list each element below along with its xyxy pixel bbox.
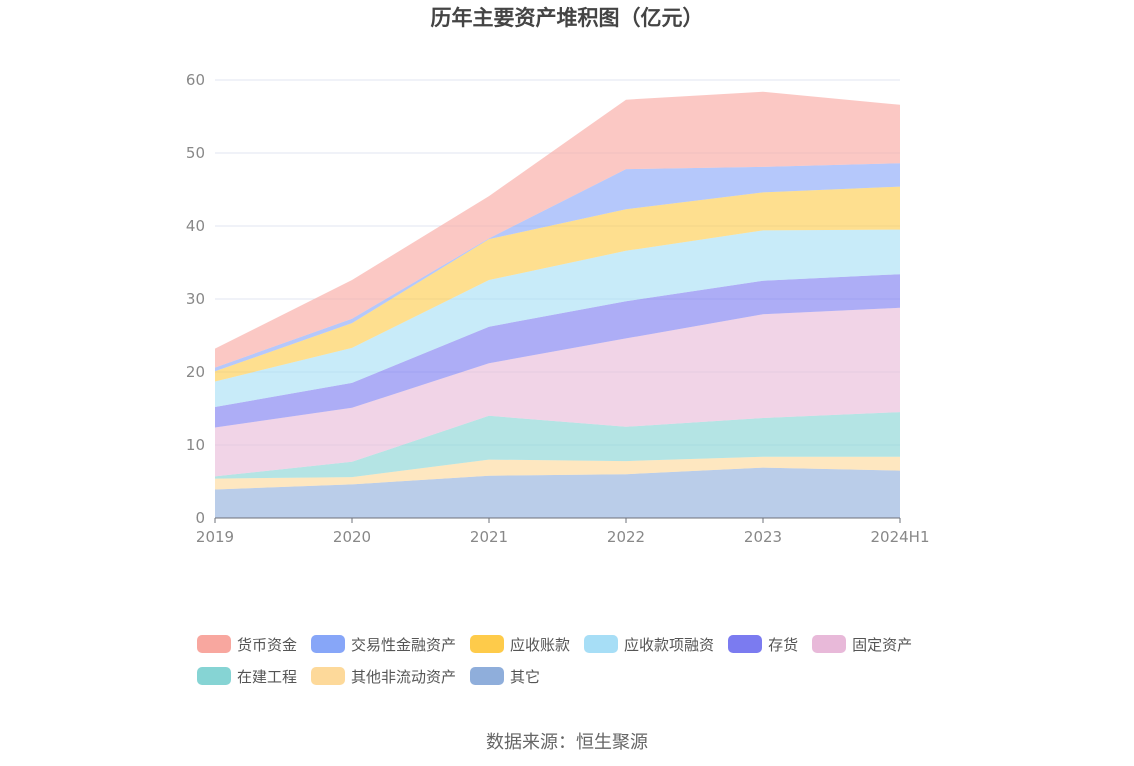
legend-swatch [197,667,231,685]
legend-row: 在建工程 其他非流动资产 其它 [197,660,977,692]
legend-swatch [470,667,505,685]
area-series-0[interactable] [215,467,900,518]
legend-label: 其他非流动资产 [351,667,457,686]
legend-swatch [197,635,231,653]
area-series-4[interactable] [215,274,900,428]
chart-title: 历年主要资产堆积图（亿元） [430,6,704,30]
area-series-7[interactable] [215,163,900,372]
legend-item[interactable]: 其它 [470,666,540,687]
legend-item[interactable]: 固定资产 [812,634,912,655]
axes: 0 10 20 30 40 50 60 2019 2020 2021 2022 2023 2024H1 [186,71,930,546]
legend-item[interactable]: 存货 [728,634,798,655]
legend-label: 在建工程 [237,667,298,686]
x-tick-label: 2021 [470,528,508,546]
legend-swatch [470,635,505,653]
x-tick-label: 2022 [607,528,645,546]
y-tick-label: 10 [186,436,205,454]
legend-label: 交易性金融资产 [351,635,457,654]
legend-item[interactable]: 交易性金融资产 [311,634,456,655]
legend-swatch [311,635,346,653]
legend-label: 货币资金 [237,635,298,654]
area-series-3[interactable] [215,307,900,477]
legend: 货币资金 交易性金融资产 应收账款 应收款项融资 存货 固定资产在建工程 其他非流动资产 其它 [197,628,977,692]
x-tick-label: 2024H1 [871,528,930,546]
area-series-1[interactable] [215,456,900,490]
legend-swatch [311,667,346,685]
x-tick-label: 2019 [196,528,234,546]
y-tick-label: 60 [186,71,205,89]
area-series-6[interactable] [215,186,900,382]
area-series-8[interactable] [215,91,900,368]
legend-label: 其它 [510,667,541,686]
legend-label: 应收款项融资 [624,635,715,654]
legend-swatch [728,635,763,653]
legend-item[interactable]: 在建工程 [197,666,297,687]
legend-row: 货币资金 交易性金融资产 应收账款 应收款项融资 存货 固定资产 [197,628,977,660]
stacked-area-chart: 0 10 20 30 40 50 60 2019 2020 2021 2022 2023 2024H1 [186,71,930,546]
y-tick-label: 0 [195,509,205,527]
legend-swatch [584,635,619,653]
data-source-note: 数据来源：恒生聚源 [486,732,648,753]
legend-item[interactable]: 货币资金 [197,634,297,655]
legend-item[interactable]: 其他非流动资产 [311,666,456,687]
legend-item[interactable]: 应收款项融资 [584,634,714,655]
legend-label: 存货 [768,635,799,654]
x-tick-label: 2023 [744,528,782,546]
area-series-2[interactable] [215,412,900,479]
legend-swatch [812,635,847,653]
area-series-layer [215,91,900,518]
legend-label: 固定资产 [852,635,913,654]
x-tick-label: 2020 [333,528,371,546]
area-series-5[interactable] [215,229,900,407]
y-tick-label: 30 [186,290,205,308]
legend-label: 应收账款 [510,635,571,654]
legend-item[interactable]: 应收账款 [470,634,570,655]
y-tick-label: 50 [186,144,205,162]
y-tick-label: 40 [186,217,205,235]
y-tick-label: 20 [186,363,205,381]
